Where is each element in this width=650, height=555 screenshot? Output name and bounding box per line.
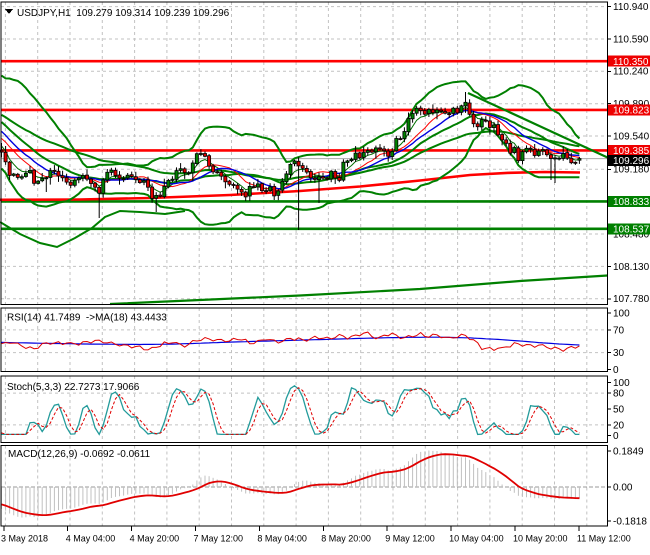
svg-text:30: 30: [613, 348, 625, 359]
svg-text:0: 0: [613, 431, 619, 442]
svg-text:110.350: 110.350: [613, 57, 649, 68]
svg-text:110.940: 110.940: [613, 2, 649, 13]
svg-text:107.780: 107.780: [613, 294, 650, 305]
svg-text:8 May 20:00: 8 May 20:00: [321, 534, 371, 544]
svg-text:10 May 20:00: 10 May 20:00: [513, 534, 568, 544]
svg-text:109.823: 109.823: [613, 106, 650, 117]
svg-text:50: 50: [613, 404, 625, 415]
svg-text:0: 0: [613, 365, 619, 376]
svg-text:108.480: 108.480: [613, 229, 650, 240]
svg-text:20: 20: [613, 420, 625, 431]
svg-text:80: 80: [613, 389, 625, 400]
svg-text:100: 100: [613, 378, 630, 389]
svg-text:100: 100: [613, 308, 630, 319]
svg-text:8 May 04:00: 8 May 04:00: [257, 534, 307, 544]
svg-text:70: 70: [613, 325, 625, 336]
svg-text:110.240: 110.240: [613, 67, 649, 78]
svg-text:108.130: 108.130: [613, 262, 650, 273]
svg-text:109.540: 109.540: [613, 131, 650, 142]
svg-text:9 May 12:00: 9 May 12:00: [385, 534, 435, 544]
svg-text:3 May 2018: 3 May 2018: [1, 534, 48, 544]
svg-text:Stoch(5,3,3) 22.7273 17.9066: Stoch(5,3,3) 22.7273 17.9066: [7, 382, 140, 393]
svg-text:0.00: 0.00: [613, 482, 633, 493]
svg-text:4 May 04:00: 4 May 04:00: [66, 534, 116, 544]
svg-text:108.537: 108.537: [613, 224, 650, 235]
svg-text:109.385: 109.385: [613, 146, 650, 157]
svg-text:MACD(12,26,9) -0.0692 -0.0611: MACD(12,26,9) -0.0692 -0.0611: [8, 449, 151, 460]
svg-text:11 May 12:00: 11 May 12:00: [577, 534, 631, 544]
svg-text:7 May 12:00: 7 May 12:00: [194, 534, 244, 544]
svg-text:0.1849: 0.1849: [613, 446, 644, 457]
svg-text:109.296: 109.296: [613, 156, 650, 167]
svg-text:110.590: 110.590: [613, 34, 649, 45]
svg-text:4 May 20:00: 4 May 20:00: [130, 534, 180, 544]
svg-text:109.180: 109.180: [613, 165, 650, 176]
svg-text:108.833: 108.833: [613, 197, 650, 208]
svg-text:10 May 04:00: 10 May 04:00: [449, 534, 504, 544]
svg-text:USDJPY,H1 109.279 109.314 109: USDJPY,H1 109.279 109.314 109.239 109.29…: [17, 8, 230, 19]
svg-text:RSI(14) 41.7489 ->MA(18) 43.4: RSI(14) 41.7489 ->MA(18) 43.4433: [7, 313, 167, 324]
svg-text:-0.1818: -0.1818: [613, 516, 647, 527]
